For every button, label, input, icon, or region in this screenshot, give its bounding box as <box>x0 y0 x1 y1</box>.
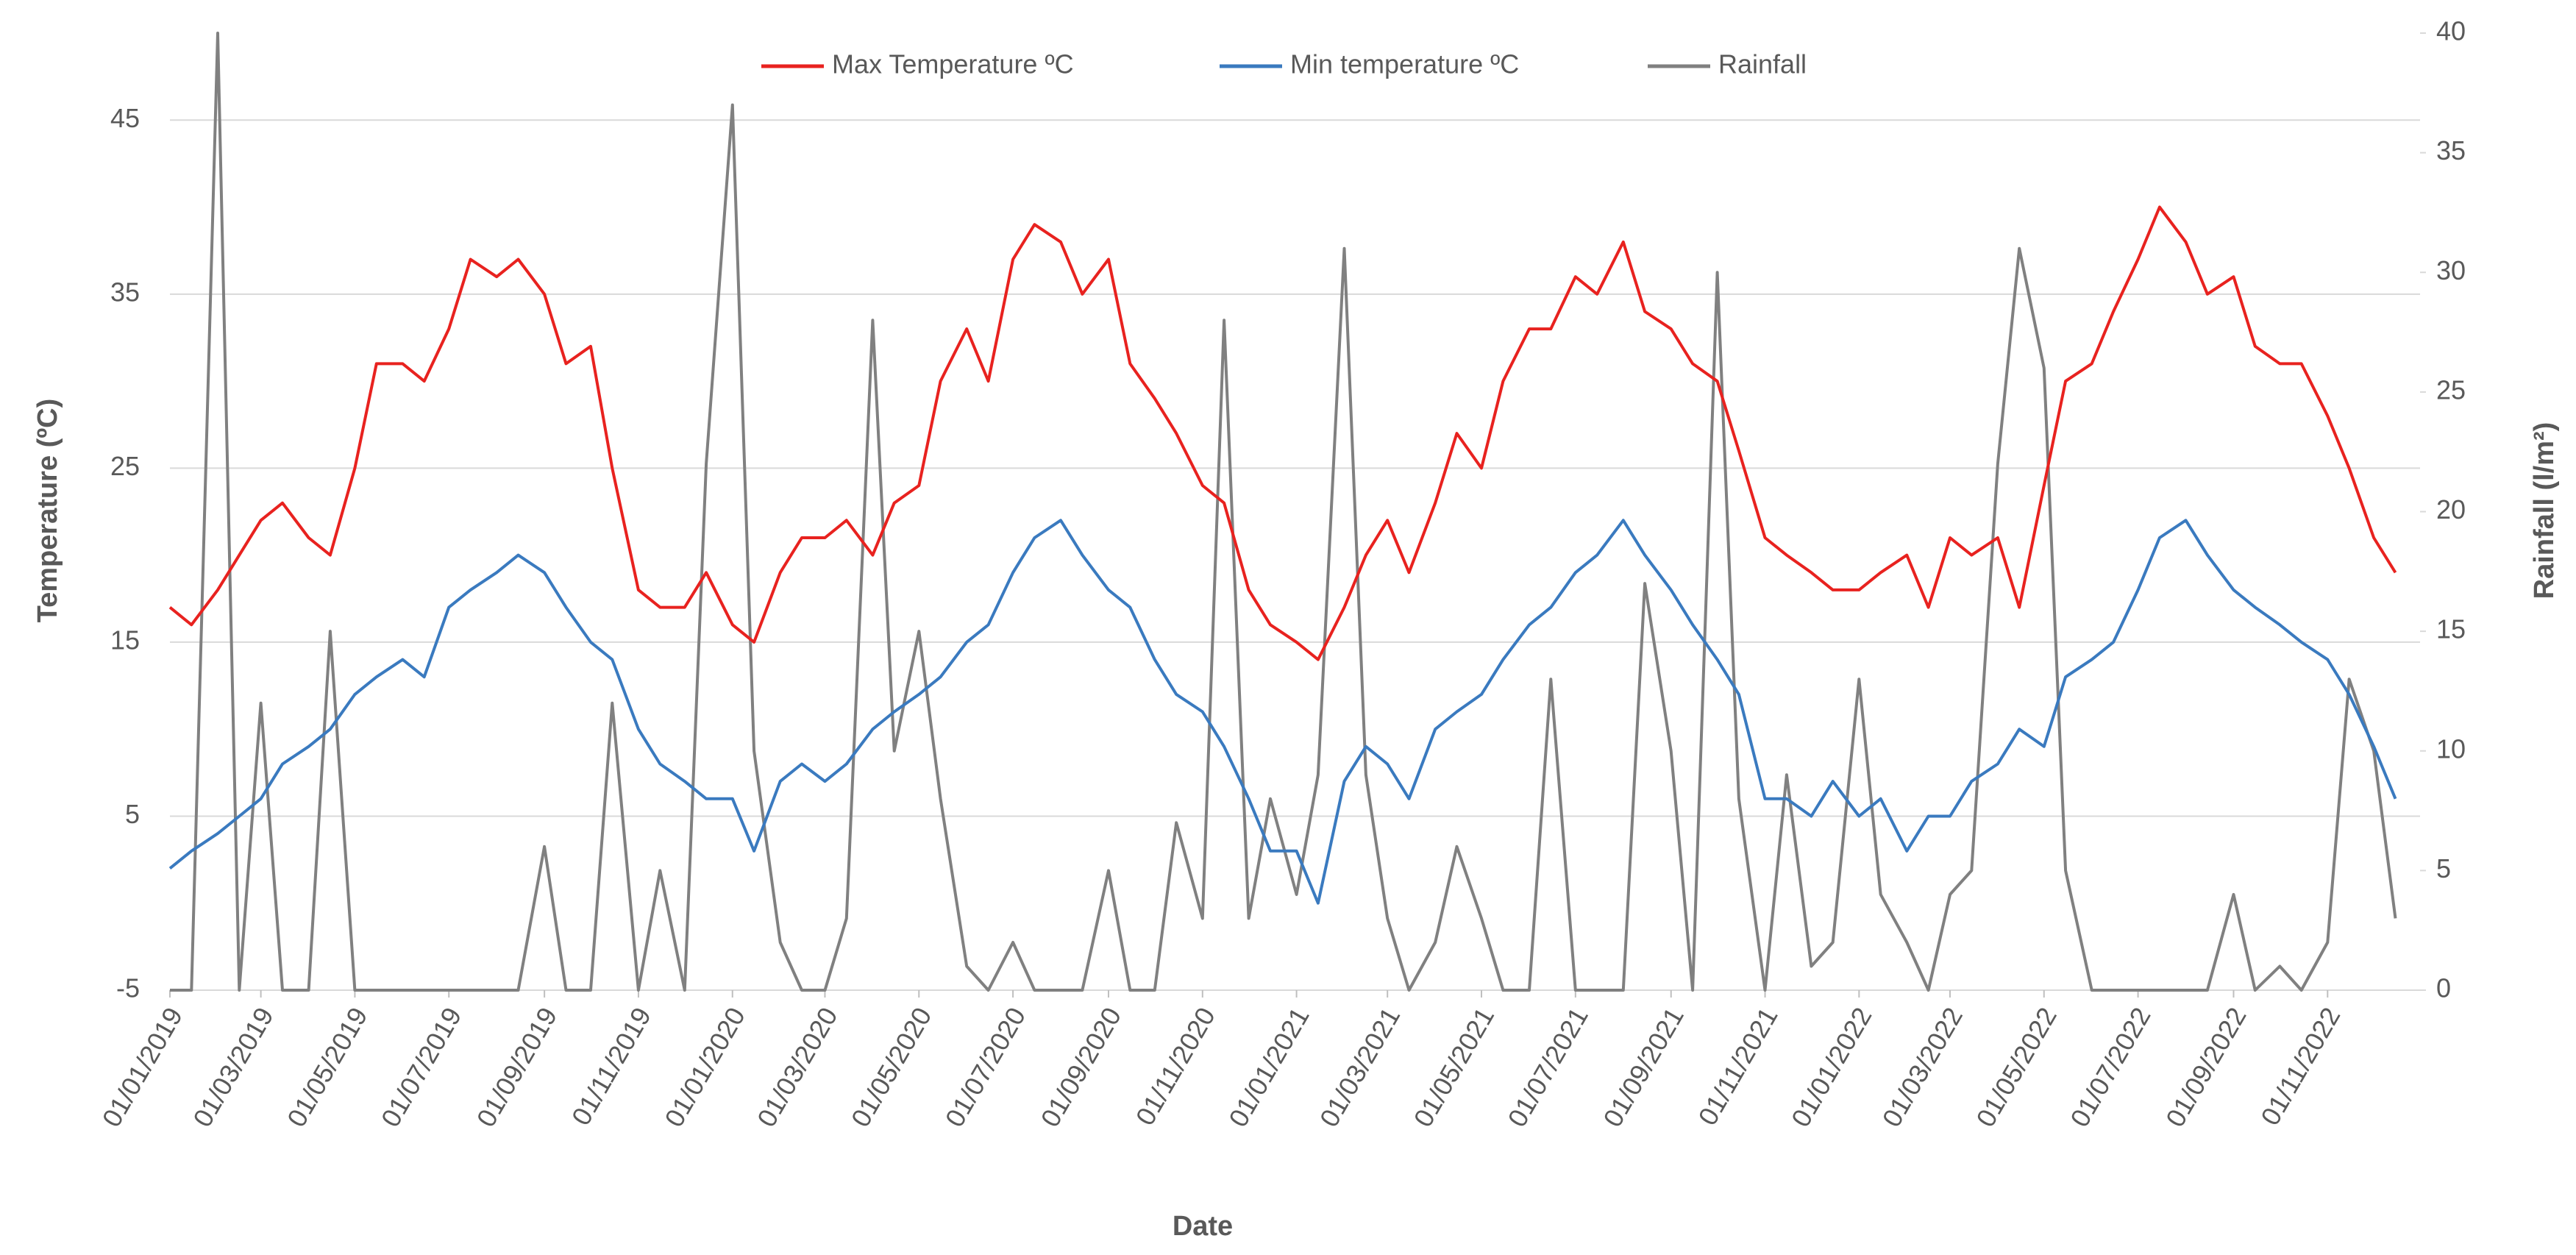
x-tick-label: 01/07/2021 <box>1501 1002 1594 1132</box>
y-tick-label: 5 <box>125 799 140 829</box>
x-tick-label: 01/03/2020 <box>751 1002 844 1132</box>
x-tick-label: 01/03/2022 <box>1876 1002 1969 1132</box>
y2-tick-label: 0 <box>2436 973 2451 1003</box>
x-axis-title: Date <box>1173 1211 1233 1242</box>
y2-axis-title: Rainfall (l/m²) <box>2529 422 2560 600</box>
y-tick-label: 45 <box>110 103 140 133</box>
y-tick-label: 25 <box>110 451 140 481</box>
x-tick-label: 01/05/2022 <box>1970 1002 2063 1132</box>
x-tick-label: 01/01/2022 <box>1785 1002 1878 1132</box>
y2-tick-label: 5 <box>2436 853 2451 884</box>
series-line <box>168 205 2397 661</box>
x-tick-label: 01/05/2021 <box>1408 1002 1501 1132</box>
x-tick-label: 01/03/2019 <box>187 1002 280 1132</box>
x-tick-label: 01/01/2020 <box>658 1002 751 1132</box>
x-tick-label: 01/11/2019 <box>566 1002 657 1130</box>
y2-tick-label: 30 <box>2436 255 2466 285</box>
x-tick-label: 01/09/2021 <box>1597 1002 1690 1132</box>
series-line <box>170 32 2397 992</box>
y-axis-title: Temperature (ºC) <box>32 399 63 623</box>
x-tick-label: 01/07/2020 <box>939 1002 1032 1132</box>
legend-label: Min temperature ºC <box>1290 49 1519 79</box>
x-tick-label: 01/03/2021 <box>1314 1002 1406 1132</box>
y-tick-label: 15 <box>110 625 140 655</box>
x-tick-label: 01/11/2022 <box>2255 1002 2346 1130</box>
legend-label: Rainfall <box>1718 49 1807 79</box>
x-tick-label: 01/05/2019 <box>281 1002 374 1132</box>
y2-tick-label: 10 <box>2436 733 2466 764</box>
y2-tick-label: 40 <box>2436 16 2466 46</box>
x-tick-label: 01/01/2019 <box>96 1002 189 1132</box>
series-line <box>168 519 2397 905</box>
y-tick-label: -5 <box>116 973 140 1003</box>
legend-label: Max Temperature ºC <box>832 49 1074 79</box>
x-tick-label: 01/09/2022 <box>2160 1002 2252 1132</box>
x-tick-label: 01/09/2019 <box>471 1002 563 1132</box>
x-tick-label: 01/11/2020 <box>1130 1002 1221 1130</box>
y2-tick-label: 15 <box>2436 614 2466 644</box>
x-tick-label: 01/11/2021 <box>1692 1002 1783 1130</box>
x-tick-label: 01/01/2021 <box>1223 1002 1315 1132</box>
y-tick-label: 35 <box>110 277 140 307</box>
x-tick-label: 01/07/2019 <box>375 1002 468 1132</box>
x-tick-label: 01/09/2020 <box>1035 1002 1128 1132</box>
y2-tick-label: 35 <box>2436 135 2466 166</box>
y2-tick-label: 20 <box>2436 494 2466 525</box>
x-tick-label: 01/07/2022 <box>2064 1002 2157 1132</box>
y2-tick-label: 25 <box>2436 374 2466 405</box>
x-tick-label: 01/05/2020 <box>845 1002 938 1132</box>
